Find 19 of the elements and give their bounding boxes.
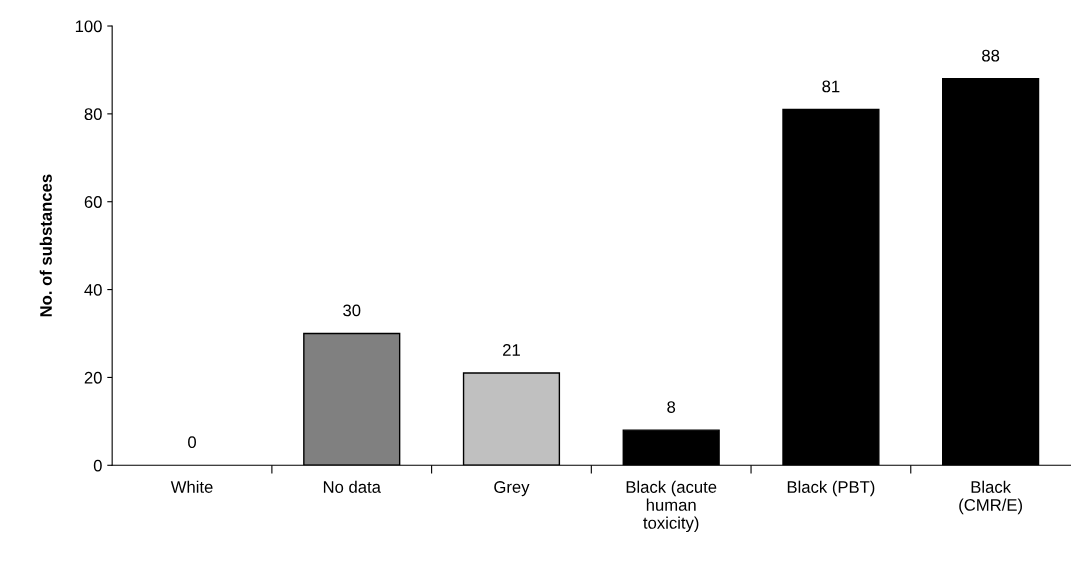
x-tick-label: Black (PBT) (787, 480, 875, 497)
y-axis-title: No. of substances (39, 174, 52, 317)
data-label: 8 (667, 401, 676, 413)
x-tick-label: Black (acute human toxicity) (626, 480, 717, 533)
y-tick-label: 100 (75, 20, 102, 33)
y-tick-label: 80 (84, 108, 102, 121)
y-tick-label: 20 (84, 371, 102, 384)
data-label: 0 (188, 436, 197, 449)
data-label: 88 (982, 49, 1000, 62)
x-tick-label: Grey (494, 481, 530, 497)
y-tick-label: 60 (84, 196, 102, 208)
y-tick-label: 0 (93, 459, 102, 472)
x-tick-label: Black (CMR/E) (959, 480, 1022, 515)
x-tick-label: White (170, 480, 213, 493)
data-label: 21 (503, 344, 520, 356)
data-label: 30 (343, 304, 361, 317)
y-tick-label: 40 (84, 283, 102, 296)
data-label: 81 (822, 80, 840, 93)
x-tick-label: No data (323, 480, 381, 493)
